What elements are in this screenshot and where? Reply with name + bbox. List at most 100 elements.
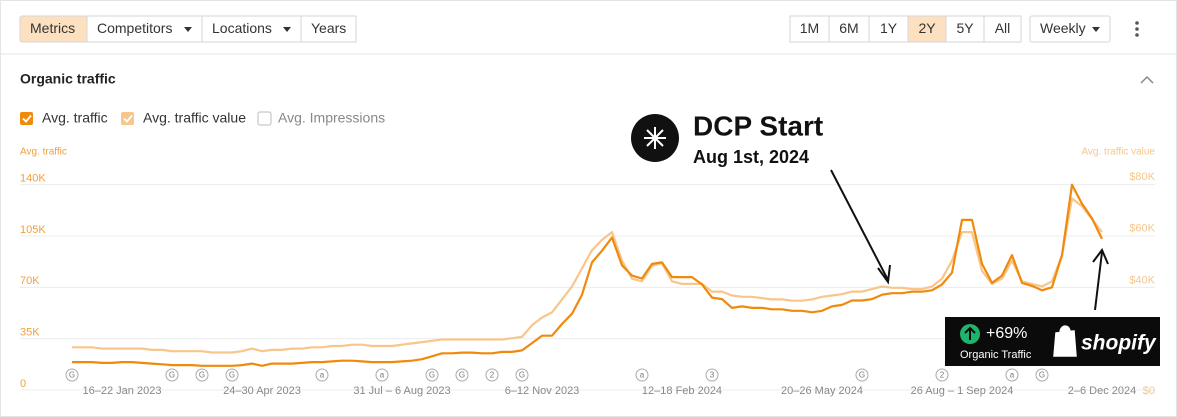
arrow-head <box>1092 248 1109 265</box>
arrow-head <box>877 264 891 285</box>
collapse-icon[interactable] <box>1140 75 1154 84</box>
range-label: 1Y <box>880 20 898 36</box>
badge: +69% Organic Traffic shopify <box>945 248 1160 366</box>
legend-checkbox[interactable] <box>20 112 33 125</box>
event-marker[interactable] <box>635 368 649 382</box>
range-button[interactable] <box>868 15 909 43</box>
range-button[interactable] <box>907 15 947 43</box>
event-marker[interactable] <box>705 368 719 382</box>
event-marker-label: 3 <box>710 371 715 380</box>
event-marker-label: G <box>229 371 235 380</box>
range-button[interactable] <box>789 15 830 43</box>
shopify-bag <box>1053 325 1077 357</box>
legend-checkbox[interactable] <box>257 111 272 126</box>
event-marker-label: G <box>519 371 525 380</box>
up-arrow <box>964 326 976 340</box>
badge-box <box>945 317 1160 366</box>
event-marker-label: G <box>429 371 435 380</box>
event-marker-label: a <box>640 371 645 380</box>
range-label: 6M <box>839 20 858 36</box>
y2-axis-title: Avg. traffic value <box>1081 147 1155 158</box>
x-tick-label: 12–18 Feb 2024 <box>642 385 722 397</box>
range-label: 5Y <box>956 20 974 36</box>
dcp-logo-mark <box>644 127 666 149</box>
interval-label: Weekly <box>1040 20 1086 36</box>
check-mark <box>123 114 133 123</box>
y-tick-label: 140K <box>20 173 46 185</box>
section-title: Organic traffic <box>20 71 116 87</box>
y-tick-label: 105K <box>20 224 46 236</box>
y2-tick-label: $80K <box>1129 171 1155 183</box>
tab-label: Locations <box>212 20 272 36</box>
x-tick-label: 6–12 Nov 2023 <box>505 385 580 397</box>
check-mark <box>22 114 32 123</box>
event-marker[interactable] <box>455 368 469 382</box>
event-marker[interactable] <box>935 368 949 382</box>
x-tick-label: 20–26 May 2024 <box>781 385 863 397</box>
menu-dots[interactable] <box>1135 21 1139 37</box>
plot: 0 35K 70K 105K 140K $0 $40K $60K $80K 16–22 Jan 2… <box>20 171 1156 397</box>
event-marker[interactable] <box>65 368 79 382</box>
legend-label[interactable]: Avg. Impressions <box>278 110 385 126</box>
x-tick-label: 26 Aug – 1 Sep 2024 <box>911 385 1014 397</box>
range-button[interactable] <box>983 15 1022 43</box>
y2-tick-label: $0 <box>1143 385 1155 397</box>
event-marker[interactable] <box>1005 368 1019 382</box>
event-marker[interactable] <box>425 368 439 382</box>
badge-change: +69% <box>986 325 1027 342</box>
x-tick-label: 31 Jul – 6 Aug 2023 <box>353 385 450 397</box>
event-marker[interactable] <box>195 368 209 382</box>
event-marker[interactable] <box>165 368 179 382</box>
interval-button[interactable] <box>1029 15 1111 43</box>
arrow <box>1094 251 1103 311</box>
badge-brand: shopify <box>1081 332 1157 355</box>
y-tick-label: 0 <box>20 378 26 390</box>
y-tick-label: 70K <box>20 275 40 287</box>
range-label: 2Y <box>918 20 936 36</box>
event-marker-label: a <box>1010 371 1015 380</box>
dropdown-caret <box>283 27 291 32</box>
tab-label: Years <box>311 20 346 36</box>
event-marker[interactable] <box>375 368 389 382</box>
x-tick-label: 24–30 Apr 2023 <box>223 385 301 397</box>
event-marker[interactable] <box>515 368 529 382</box>
event-marker[interactable] <box>315 368 329 382</box>
range-button[interactable] <box>945 15 985 43</box>
range-button[interactable] <box>828 15 870 43</box>
event-marker-label: 2 <box>490 371 495 380</box>
tab-button[interactable] <box>86 15 203 43</box>
tab-label: Metrics <box>30 20 75 36</box>
arrow <box>830 169 889 281</box>
event-marker-label: G <box>459 371 465 380</box>
annotation-title: DCP Start <box>693 110 823 141</box>
event-marker-label: G <box>1039 371 1045 380</box>
legend-label[interactable]: Avg. traffic <box>42 110 108 126</box>
range-label: 1M <box>800 20 819 36</box>
y-axis-title: Avg. traffic <box>20 147 67 158</box>
tab-button[interactable] <box>300 15 357 43</box>
series-line <box>72 183 1103 367</box>
event-marker-label: G <box>199 371 205 380</box>
event-marker-label: 2 <box>940 371 945 380</box>
event-marker-label: a <box>380 371 385 380</box>
event-marker-label: a <box>320 371 325 380</box>
dcp-annotation: DCP Start Aug 1st, 2024 <box>631 110 891 285</box>
dropdown-caret <box>184 27 192 32</box>
tab-label: Competitors <box>97 20 172 36</box>
legend-checkbox[interactable] <box>121 112 134 125</box>
y2-tick-label: $40K <box>1129 274 1155 286</box>
legend-label[interactable]: Avg. traffic value <box>143 110 246 126</box>
series-line <box>72 197 1103 354</box>
event-marker-label: G <box>169 371 175 380</box>
annotation-date: Aug 1st, 2024 <box>693 147 809 167</box>
tab-button[interactable] <box>201 15 302 43</box>
event-marker[interactable] <box>485 368 499 382</box>
event-marker-label: G <box>69 371 75 380</box>
y2-tick-label: $60K <box>1129 223 1155 235</box>
event-marker[interactable] <box>1035 368 1049 382</box>
event-marker[interactable] <box>855 368 869 382</box>
x-tick-label: 2–6 Dec 2024 <box>1068 385 1137 397</box>
range-label: All <box>995 20 1011 36</box>
event-marker[interactable] <box>225 368 239 382</box>
